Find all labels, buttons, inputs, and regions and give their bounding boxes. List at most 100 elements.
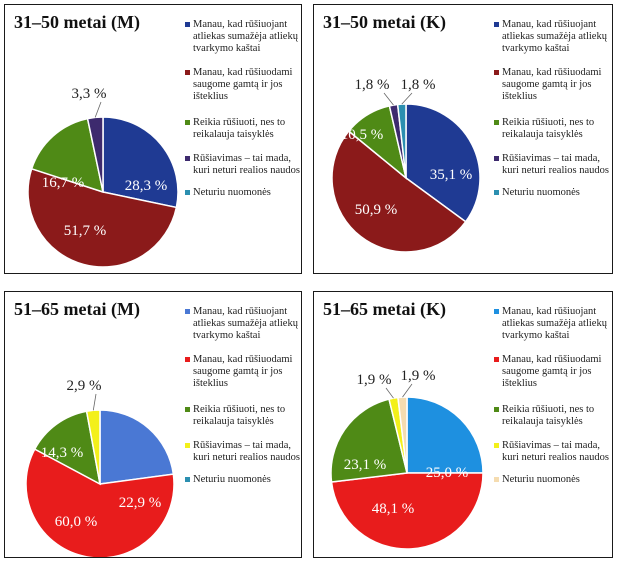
legend: Manau, kad rūšiuojant atliekas sumažėja …: [494, 19, 612, 199]
chart-panel-51-65-k: 51–65 metai (K) 25,0 % 48,1 % 23,1 % 1,9 % 1…: [313, 291, 613, 558]
legend-item: Reikia rūšiuoti, nes to reikalauja taisy…: [494, 404, 612, 428]
legend-item: Reikia rūšiuoti, nes to reikalauja taisy…: [494, 117, 612, 141]
pie-chart: 28,3 % 51,7 % 16,7 % 3,3 %: [27, 86, 179, 268]
legend-swatch: [185, 70, 190, 75]
data-label: 51,7 %: [64, 223, 107, 239]
pie-slice: [30, 117, 105, 194]
legend-item: Reikia rūšiuoti, nes to reikalauja taisy…: [185, 117, 301, 141]
legend-item: Neturiu nuomonės: [494, 474, 612, 486]
legend-item: Neturiu nuomonės: [185, 474, 301, 486]
legend-swatch: [185, 477, 190, 482]
pie-slice: [330, 472, 484, 550]
pie-slice: [330, 398, 408, 483]
pie-chart: 25,0 % 48,1 % 23,1 % 1,9 % 1,9 %: [330, 368, 484, 550]
legend-swatch: [494, 120, 499, 125]
legend-label: Manau, kad rūšiuojant atliekas sumažėja …: [502, 306, 607, 341]
legend-label: Rūšiavimas – tai mada, kuri neturi reali…: [502, 153, 610, 176]
legend: Manau, kad rūšiuojant atliekas sumažėja …: [185, 19, 301, 199]
legend-swatch: [185, 156, 190, 161]
leader-line: [94, 101, 102, 118]
data-label: 48,1 %: [372, 501, 415, 517]
legend-swatch: [185, 407, 190, 412]
data-label: 50,9 %: [355, 202, 398, 218]
legend-label: Reikia rūšiuoti, nes to reikalauja taisy…: [193, 117, 286, 140]
legend: Manau, kad rūšiuojant atliekas sumažėja …: [494, 306, 612, 486]
data-label: 16,7 %: [42, 175, 85, 191]
legend-swatch: [494, 309, 499, 314]
data-label: 2,9 %: [67, 378, 102, 394]
pie-slice: [331, 130, 467, 253]
legend-swatch: [494, 22, 499, 27]
pie-slice: [27, 167, 178, 268]
pie-slice: [25, 448, 175, 557]
legend-label: Manau, kad rūšiuodami saugome gamtą ir j…: [502, 354, 602, 389]
legend-swatch: [185, 443, 190, 448]
legend-label: Manau, kad rūšiuodami saugome gamtą ir j…: [193, 354, 293, 389]
legend: Manau, kad rūšiuojant atliekas sumažėja …: [185, 306, 301, 486]
leader-line: [401, 92, 413, 105]
legend-swatch: [185, 120, 190, 125]
legend-item: Manau, kad rūšiuojant atliekas sumažėja …: [185, 19, 301, 55]
legend-swatch: [494, 477, 499, 482]
pie-slice: [99, 409, 175, 485]
data-label: 10,5 %: [341, 127, 384, 143]
chart-title: 31–50 metai (K): [323, 12, 446, 32]
chart-title: 51–65 metai (K): [323, 299, 446, 319]
legend-swatch: [494, 443, 499, 448]
data-label: 3,3 %: [72, 86, 107, 102]
pie-slice: [85, 409, 101, 485]
legend-swatch: [185, 22, 190, 27]
data-label: 1,8 %: [401, 77, 436, 93]
legend-item: Manau, kad rūšiuodami saugome gamtą ir j…: [185, 354, 301, 390]
pie-slice: [406, 396, 484, 474]
legend-label: Manau, kad rūšiuodami saugome gamtą ir j…: [193, 67, 293, 102]
legend-swatch: [494, 357, 499, 362]
legend-label: Rūšiavimas – tai mada, kuri neturi reali…: [502, 440, 610, 463]
legend-swatch: [494, 70, 499, 75]
legend-item: Manau, kad rūšiuodami saugome gamtą ir j…: [494, 354, 612, 390]
legend-swatch: [185, 190, 190, 195]
legend-item: Reikia rūšiuoti, nes to reikalauja taisy…: [185, 404, 301, 428]
legend-swatch: [494, 407, 499, 412]
pie-slice: [33, 410, 102, 486]
legend-label: Neturiu nuomonės: [193, 187, 271, 198]
chart-title: 31–50 metai (M): [14, 12, 140, 32]
legend-item: Manau, kad rūšiuodami saugome gamtą ir j…: [494, 67, 612, 103]
legend-item: Rūšiavimas – tai mada, kuri neturi reali…: [185, 153, 301, 177]
data-label: 1,9 %: [357, 372, 392, 388]
legend-item: Rūšiavimas – tai mada, kuri neturi reali…: [494, 153, 612, 177]
data-label: 60,0 %: [55, 514, 98, 530]
legend-item: Manau, kad rūšiuojant atliekas sumažėja …: [494, 19, 612, 55]
data-label: 1,9 %: [401, 368, 436, 384]
pie-chart: 35,1 % 50,9 % 10,5 % 1,8 % 1,8 %: [331, 77, 481, 253]
legend-swatch: [494, 156, 499, 161]
chart-title: 51–65 metai (M): [14, 299, 140, 319]
chart-panel-51-65-m: 51–65 metai (M) 22,9 % 60,0 % 14,3 % 2,9 % …: [4, 291, 302, 558]
legend-label: Manau, kad rūšiuojant atliekas sumažėja …: [193, 306, 298, 341]
legend-item: Manau, kad rūšiuojant atliekas sumažėja …: [185, 306, 301, 342]
legend-label: Reikia rūšiuoti, nes to reikalauja taisy…: [502, 117, 595, 140]
legend-item: Rūšiavimas – tai mada, kuri neturi reali…: [494, 440, 612, 464]
data-label: 22,9 %: [119, 495, 162, 511]
legend-swatch: [494, 190, 499, 195]
data-label: 23,1 %: [344, 457, 387, 473]
legend-label: Rūšiavimas – tai mada, kuri neturi reali…: [193, 153, 301, 176]
pie-slice: [405, 103, 481, 223]
leader-line: [385, 387, 394, 399]
legend-item: Manau, kad rūšiuodami saugome gamtą ir j…: [185, 67, 301, 103]
leader-line: [383, 92, 394, 106]
legend-label: Manau, kad rūšiuodami saugome gamtą ir j…: [502, 67, 602, 102]
legend-item: Manau, kad rūšiuojant atliekas sumažėja …: [494, 306, 612, 342]
legend-label: Neturiu nuomonės: [193, 474, 271, 485]
legend-label: Manau, kad rūšiuojant atliekas sumažėja …: [502, 19, 607, 54]
data-label: 14,3 %: [41, 445, 84, 461]
pie-slice: [102, 116, 179, 209]
pie-chart: 22,9 % 60,0 % 14,3 % 2,9 %: [25, 378, 175, 557]
leader-line: [92, 393, 97, 411]
legend-label: Manau, kad rūšiuojant atliekas sumažėja …: [193, 19, 298, 54]
leader-line: [402, 383, 413, 398]
legend-swatch: [185, 309, 190, 314]
legend-swatch: [185, 357, 190, 362]
data-label: 35,1 %: [430, 167, 473, 183]
data-label: 1,8 %: [355, 77, 390, 93]
